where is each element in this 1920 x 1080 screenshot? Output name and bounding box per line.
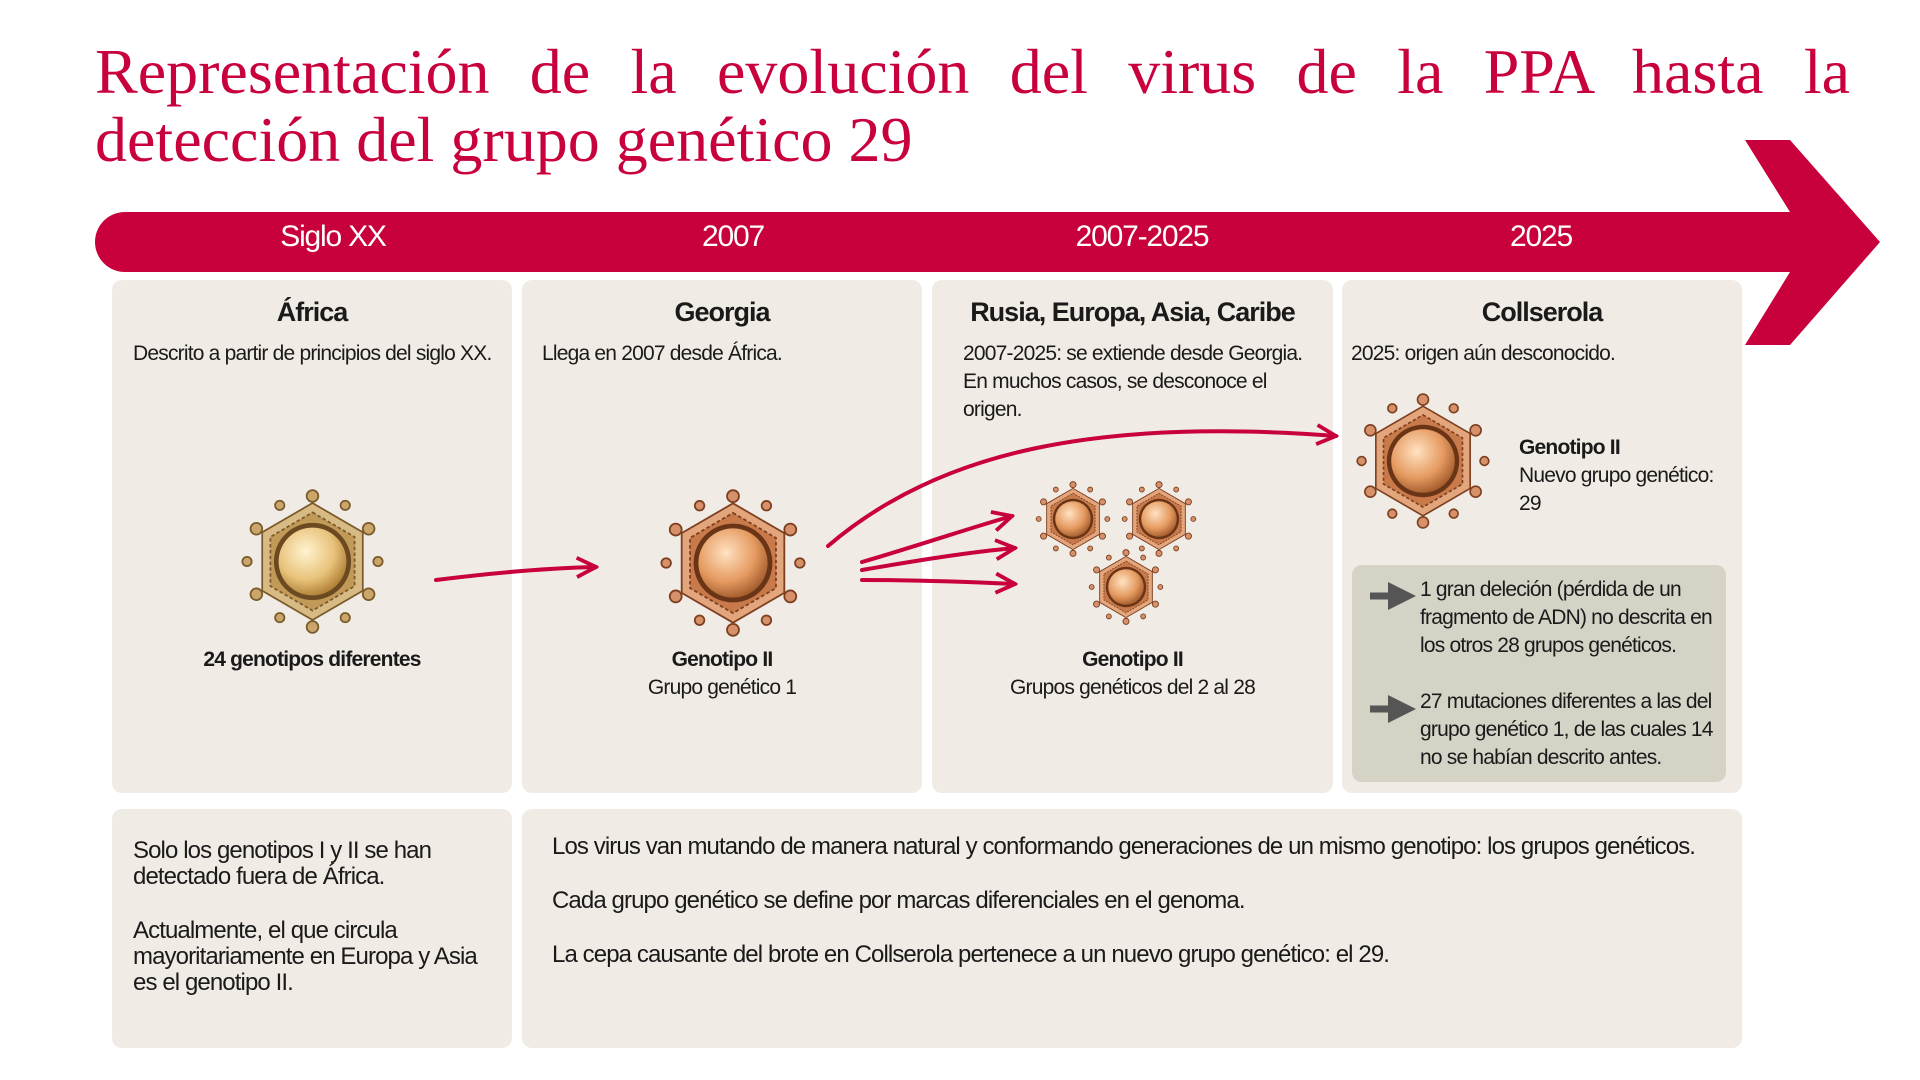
virus-icon <box>1035 481 1111 557</box>
timeline-label: Siglo XX <box>280 220 387 253</box>
finding-arrows <box>1370 582 1416 723</box>
stage-group: Nuevo grupo genético: 29 <box>1519 464 1714 515</box>
stage-genotype: Genotipo II <box>1082 648 1184 671</box>
virus-icon <box>241 489 384 634</box>
stage-description: 2007-2025: se extiende desde Georgia. En… <box>963 342 1303 421</box>
note: Actualmente, el que circula mayoritariam… <box>133 917 478 996</box>
stage-description: 2025: origen aún desconocido. <box>1351 342 1616 365</box>
virus-icon <box>1088 549 1164 625</box>
timeline-label: 2025 <box>1510 220 1573 253</box>
stage-caption: 24 genotipos diferentes <box>203 648 421 671</box>
note: Solo los genotipos I y II se han detecta… <box>133 837 432 890</box>
stage-heading: Rusia, Europa, Asia, Caribe <box>970 297 1296 327</box>
stage-genotype: Genotipo II <box>1519 436 1621 459</box>
stage-heading: Collserola <box>1481 297 1604 327</box>
timeline-label: 2007-2025 <box>1075 220 1210 253</box>
virus-icon <box>1121 481 1197 557</box>
stage-heading: Georgia <box>674 297 770 327</box>
virus-icon <box>1356 393 1490 529</box>
stage-description: Llega en 2007 desde África. <box>542 342 783 365</box>
panel <box>522 809 1742 1048</box>
flow-arrows <box>434 431 1336 584</box>
stage-group: Grupos genéticos del 2 al 28 <box>1010 676 1256 699</box>
stage-description: Descrito a partir de principios del sigl… <box>133 342 492 365</box>
finding: 1 gran deleción (pérdida de un fragmento… <box>1420 578 1713 657</box>
note: Cada grupo genético se define por marcas… <box>552 887 1246 914</box>
stage-group: Grupo genético 1 <box>647 676 797 699</box>
notes: Los virus van mutando de manera natural … <box>552 834 1722 996</box>
note: La cepa causante del brote en Collserola… <box>552 941 1390 968</box>
note: Los virus van mutando de manera natural … <box>552 833 1696 860</box>
timeline-arrow <box>95 140 1880 345</box>
title: Representación de la evolución del virus… <box>95 36 1850 175</box>
virus-icon <box>660 489 806 637</box>
stage-genotype: Genotipo II <box>671 648 774 671</box>
finding: 27 mutaciones diferentes a las del grupo… <box>1420 690 1714 769</box>
panel <box>112 809 512 1048</box>
timeline-label: 2007 <box>702 220 765 253</box>
stage-heading: África <box>276 297 349 327</box>
notes: Solo los genotipos I y II se han detecta… <box>133 838 483 1024</box>
